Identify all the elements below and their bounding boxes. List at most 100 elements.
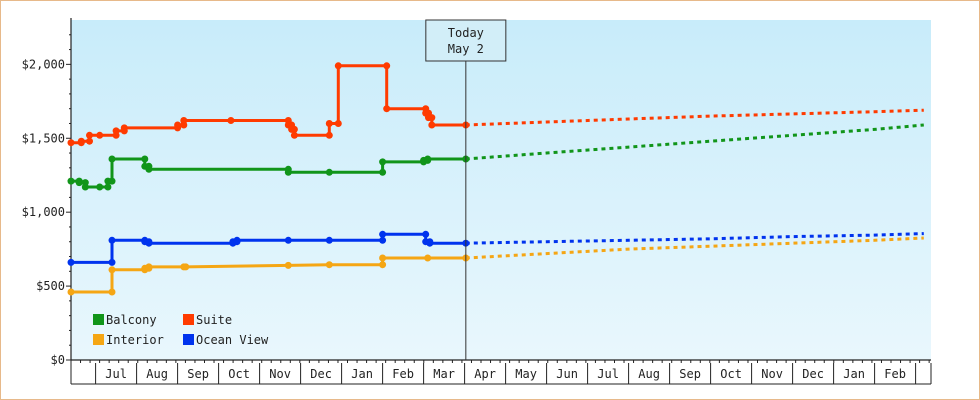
data-point-interior — [379, 261, 387, 269]
data-point-ocean-view — [108, 236, 116, 244]
data-point-suite — [290, 131, 298, 139]
data-point-suite — [325, 131, 333, 139]
data-point-suite — [227, 117, 235, 124]
today-date: May 2 — [448, 42, 484, 56]
data-point-suite — [428, 114, 436, 122]
data-point-ocean-view — [233, 236, 241, 244]
data-point-balcony — [141, 155, 149, 163]
data-point-ocean-view — [379, 236, 387, 244]
data-point-suite — [334, 120, 342, 127]
today-label-box — [425, 19, 507, 62]
legend-label: Interior — [106, 333, 164, 347]
data-point-ocean-view — [379, 230, 387, 238]
legend-label: Balcony — [106, 313, 157, 327]
data-point-balcony — [104, 183, 112, 191]
series-projection-balcony — [465, 123, 924, 161]
data-point-balcony — [75, 179, 83, 187]
axes: $0 $500 $1,000 $1,500 $2,000 Jul Aug Sep Oct Nov D… — [22, 18, 932, 385]
legend-swatch — [183, 314, 194, 325]
data-point-ocean-view — [67, 258, 75, 266]
data-point-balcony — [379, 158, 387, 166]
data-point-suite — [428, 121, 436, 129]
month-label: Feb — [392, 367, 414, 381]
month-label: Aug — [146, 367, 168, 381]
data-point-suite — [67, 139, 75, 147]
month-label: Sep — [187, 367, 209, 381]
series-projection-ocean-view — [465, 232, 924, 245]
month-label: Mar — [433, 367, 455, 381]
data-point-ocean-view — [426, 239, 434, 247]
data-point-balcony — [379, 168, 387, 176]
today-marker: Today May 2 — [425, 19, 507, 360]
month-label: Apr — [474, 367, 496, 381]
data-point-balcony — [81, 183, 89, 191]
data-point-interior — [379, 254, 387, 262]
data-point-balcony — [108, 155, 116, 163]
month-label: Nov — [269, 367, 291, 381]
data-point-interior — [145, 263, 153, 271]
legend: Balcony Suite Interior Ocean View — [93, 313, 269, 347]
data-point-suite — [383, 62, 391, 70]
month-label: Oct — [720, 367, 742, 381]
month-label: May — [515, 367, 537, 381]
month-label: Jul — [597, 367, 619, 381]
month-label: Jan — [351, 367, 373, 381]
y-tick-label: $1,000 — [22, 205, 65, 219]
data-point-balcony — [284, 168, 292, 176]
data-point-ocean-view — [422, 230, 430, 238]
data-point-interior — [67, 288, 75, 296]
data-point-suite — [174, 121, 182, 129]
data-point-ocean-view — [108, 258, 116, 266]
today-label: Today — [448, 26, 484, 40]
data-point-interior — [424, 254, 432, 262]
month-label: Dec — [802, 367, 824, 381]
data-point-interior — [108, 288, 116, 296]
plot-area — [71, 20, 931, 360]
legend-swatch — [183, 334, 194, 345]
data-point-balcony — [96, 183, 104, 191]
month-label: Jul — [105, 367, 127, 381]
data-point-balcony — [67, 177, 75, 185]
data-point-suite — [77, 137, 85, 145]
series-layer — [67, 62, 924, 296]
data-point-interior — [325, 261, 333, 269]
month-label: Oct — [228, 367, 250, 381]
month-label: Jun — [556, 367, 578, 381]
month-label: Sep — [679, 367, 701, 381]
y-tick-label: $1,500 — [22, 131, 65, 145]
data-point-interior — [108, 266, 116, 274]
y-tick-label: $2,000 — [22, 57, 65, 71]
month-label: Aug — [638, 367, 660, 381]
data-point-suite — [290, 125, 298, 133]
series-projection-interior — [465, 236, 924, 260]
data-point-interior — [182, 263, 190, 271]
data-point-suite — [96, 131, 104, 139]
data-point-ocean-view — [145, 239, 153, 247]
data-point-suite — [325, 120, 333, 127]
legend-swatch — [93, 334, 104, 345]
data-point-balcony — [108, 177, 116, 185]
data-point-interior — [284, 261, 292, 269]
month-label: Jan — [843, 367, 865, 381]
month-label: Nov — [761, 367, 783, 381]
legend-swatch — [93, 314, 104, 325]
legend-label: Suite — [196, 313, 232, 327]
data-point-suite — [383, 105, 391, 113]
data-point-ocean-view — [284, 236, 292, 244]
month-label: Feb — [884, 367, 906, 381]
month-label: Dec — [310, 367, 332, 381]
data-point-balcony — [145, 165, 153, 173]
y-tick-label: $0 — [51, 353, 65, 367]
data-point-suite — [334, 62, 342, 70]
data-point-suite — [120, 124, 128, 132]
data-point-balcony — [424, 155, 432, 163]
series-projection-suite — [465, 108, 924, 127]
y-tick-label: $500 — [36, 279, 65, 293]
legend-label: Ocean View — [196, 333, 269, 347]
data-point-suite — [112, 127, 120, 135]
data-point-ocean-view — [325, 236, 333, 244]
data-point-suite — [86, 131, 93, 139]
data-point-balcony — [325, 168, 333, 176]
data-point-suite — [86, 137, 93, 145]
